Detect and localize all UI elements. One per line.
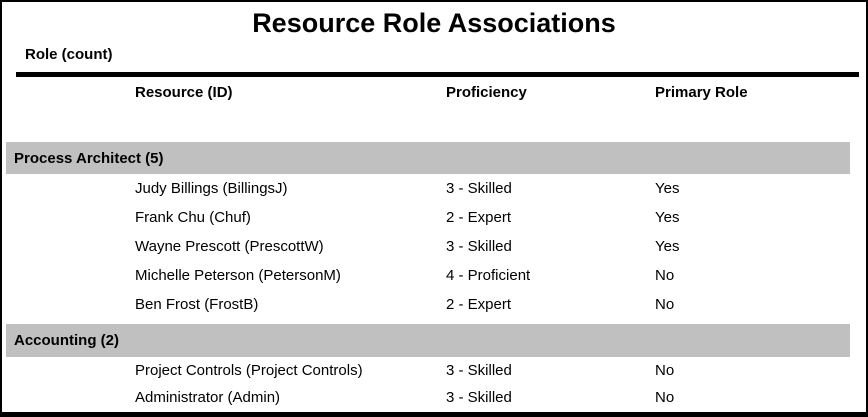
header-rule <box>16 72 859 77</box>
cell-primary-role: No <box>655 389 675 406</box>
cell-primary-role: No <box>655 296 675 313</box>
table-row: Frank Chu (Chuf) 2 - Expert Yes <box>2 203 866 232</box>
cell-proficiency: 3 - Skilled <box>446 389 512 406</box>
cell-resource: Project Controls (Project Controls) <box>135 362 363 379</box>
cell-resource: Judy Billings (BillingsJ) <box>135 180 288 197</box>
cell-resource: Frank Chu (Chuf) <box>135 209 251 226</box>
section-header-process-architect: Process Architect (5) <box>6 142 850 174</box>
table-row: Michelle Peterson (PetersonM) 4 - Profic… <box>2 261 866 290</box>
cell-resource: Administrator (Admin) <box>135 389 281 406</box>
column-header-proficiency: Proficiency <box>446 83 527 101</box>
column-gutter <box>2 88 135 92</box>
group-by-label: Role (count) <box>25 46 113 63</box>
cell-proficiency: 2 - Expert <box>446 209 512 226</box>
table-row: Wayne Prescott (PrescottW) 3 - Skilled Y… <box>2 232 866 261</box>
cell-proficiency: 2 - Expert <box>446 296 512 313</box>
cell-proficiency: 3 - Skilled <box>446 362 512 379</box>
header-body-spacer <box>2 103 866 142</box>
table-row: Project Controls (Project Controls) 3 - … <box>2 357 866 384</box>
cell-primary-role: Yes <box>655 209 680 226</box>
cell-primary-role: Yes <box>655 238 680 255</box>
section-header-accounting: Accounting (2) <box>6 324 850 357</box>
cell-resource: Wayne Prescott (PrescottW) <box>135 238 324 255</box>
cell-primary-role: No <box>655 267 675 284</box>
table-row: Judy Billings (BillingsJ) 3 - Skilled Ye… <box>2 174 866 203</box>
cell-primary-role: Yes <box>655 180 680 197</box>
cell-proficiency: 3 - Skilled <box>446 180 512 197</box>
table-row: Ben Frost (FrostB) 2 - Expert No <box>2 290 866 319</box>
cell-proficiency: 3 - Skilled <box>446 238 512 255</box>
cell-proficiency: 4 - Proficient <box>446 267 531 284</box>
section-header-label: Accounting (2) <box>14 332 119 349</box>
report-title: Resource Role Associations <box>252 8 616 38</box>
column-header-row: Resource (ID) Proficiency Primary Role <box>2 77 866 103</box>
section-header-label: Process Architect (5) <box>14 149 164 167</box>
column-header-primary-role: Primary Role <box>655 83 748 101</box>
cell-primary-role: No <box>655 362 675 379</box>
table-row: Administrator (Admin) 3 - Skilled No <box>2 384 866 411</box>
cell-resource: Michelle Peterson (PetersonM) <box>135 267 341 284</box>
column-header-resource: Resource (ID) <box>135 83 233 101</box>
cell-resource: Ben Frost (FrostB) <box>135 296 259 313</box>
